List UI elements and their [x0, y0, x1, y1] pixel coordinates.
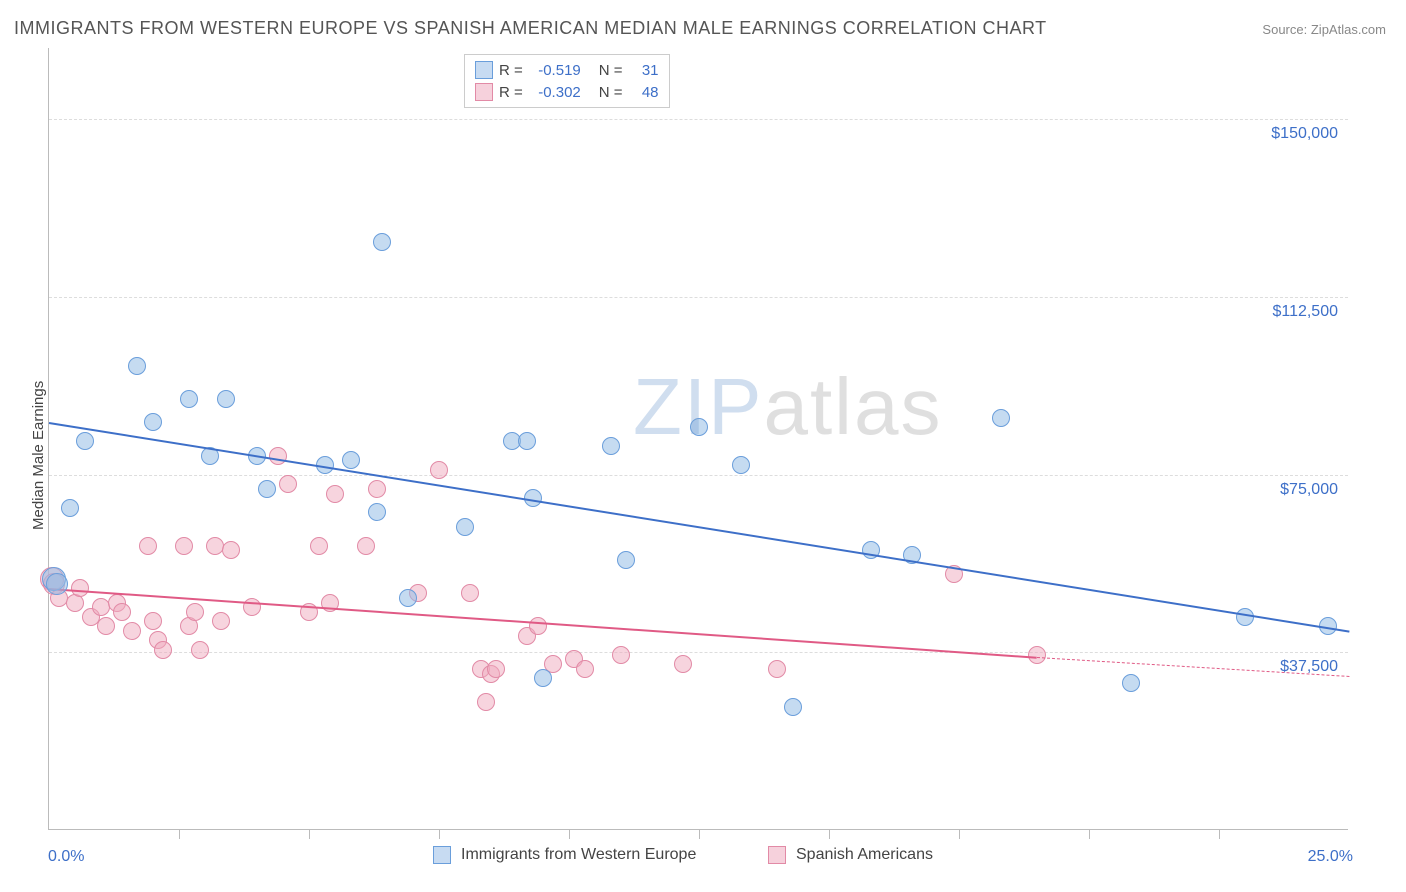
data-point: [768, 660, 786, 678]
x-tick-label: 0.0%: [48, 848, 84, 866]
legend-swatch: [475, 61, 493, 79]
x-tick: [569, 829, 570, 839]
y-tick-label: $37,500: [1258, 658, 1338, 676]
gridline-h: [49, 652, 1348, 653]
data-point: [123, 622, 141, 640]
data-point: [186, 603, 204, 621]
legend-n-value: 48: [629, 84, 659, 101]
data-point: [222, 541, 240, 559]
source-attribution: Source: ZipAtlas.com: [1262, 22, 1386, 37]
legend-n-value: 31: [629, 62, 659, 79]
gridline-h: [49, 475, 1348, 476]
data-point: [1122, 674, 1140, 692]
legend-r-label: R =: [499, 62, 523, 79]
legend-series-label: Spanish Americans: [796, 846, 933, 864]
x-tick: [179, 829, 180, 839]
legend-row: R = -0.302 N = 48: [475, 81, 659, 103]
correlation-legend: R = -0.519 N = 31 R = -0.302 N = 48: [464, 54, 670, 108]
data-point: [1028, 646, 1046, 664]
data-point: [144, 612, 162, 630]
data-point: [617, 551, 635, 569]
data-point: [487, 660, 505, 678]
data-point: [674, 655, 692, 673]
data-point: [612, 646, 630, 664]
gridline-h: [49, 119, 1348, 120]
data-point: [602, 437, 620, 455]
data-point: [279, 475, 297, 493]
plot-area: [48, 48, 1348, 830]
data-point: [342, 451, 360, 469]
legend-swatch: [768, 846, 786, 864]
data-point: [113, 603, 131, 621]
data-point: [217, 390, 235, 408]
source-label: Source:: [1262, 22, 1307, 37]
series-legend-2: Spanish Americans: [768, 846, 933, 864]
legend-series-label: Immigrants from Western Europe: [461, 846, 696, 864]
data-point: [175, 537, 193, 555]
x-tick: [439, 829, 440, 839]
x-tick: [309, 829, 310, 839]
data-point: [992, 409, 1010, 427]
legend-n-label: N =: [599, 84, 623, 101]
gridline-h: [49, 297, 1348, 298]
legend-swatch: [475, 83, 493, 101]
data-point: [430, 461, 448, 479]
data-point: [576, 660, 594, 678]
x-tick: [829, 829, 830, 839]
legend-row: R = -0.519 N = 31: [475, 59, 659, 81]
data-point: [461, 584, 479, 602]
data-point: [180, 390, 198, 408]
legend-swatch: [433, 846, 451, 864]
chart-title: IMMIGRANTS FROM WESTERN EUROPE VS SPANIS…: [14, 18, 1047, 39]
data-point: [154, 641, 172, 659]
x-tick: [1089, 829, 1090, 839]
data-point: [46, 573, 68, 595]
y-axis-title: Median Male Earnings: [30, 381, 47, 530]
x-tick-label: 25.0%: [1298, 848, 1353, 866]
data-point: [310, 537, 328, 555]
source-link[interactable]: ZipAtlas.com: [1311, 22, 1386, 37]
data-point: [139, 537, 157, 555]
data-point: [373, 233, 391, 251]
data-point: [357, 537, 375, 555]
y-tick-label: $112,500: [1258, 303, 1338, 321]
data-point: [97, 617, 115, 635]
data-point: [128, 357, 146, 375]
data-point: [61, 499, 79, 517]
data-point: [144, 413, 162, 431]
legend-n-label: N =: [599, 62, 623, 79]
data-point: [690, 418, 708, 436]
data-point: [456, 518, 474, 536]
data-point: [258, 480, 276, 498]
x-tick: [1219, 829, 1220, 839]
data-point: [534, 669, 552, 687]
legend-r-value: -0.302: [529, 84, 581, 101]
data-point: [368, 480, 386, 498]
data-point: [477, 693, 495, 711]
data-point: [399, 589, 417, 607]
data-point: [368, 503, 386, 521]
data-point: [784, 698, 802, 716]
data-point: [529, 617, 547, 635]
data-point: [212, 612, 230, 630]
data-point: [191, 641, 209, 659]
data-point: [518, 432, 536, 450]
legend-r-label: R =: [499, 84, 523, 101]
y-tick-label: $75,000: [1258, 481, 1338, 499]
y-tick-label: $150,000: [1258, 125, 1338, 143]
data-point: [732, 456, 750, 474]
data-point: [76, 432, 94, 450]
data-point: [326, 485, 344, 503]
x-tick: [959, 829, 960, 839]
x-tick: [699, 829, 700, 839]
legend-r-value: -0.519: [529, 62, 581, 79]
series-legend-1: Immigrants from Western Europe: [433, 846, 696, 864]
data-point: [71, 579, 89, 597]
